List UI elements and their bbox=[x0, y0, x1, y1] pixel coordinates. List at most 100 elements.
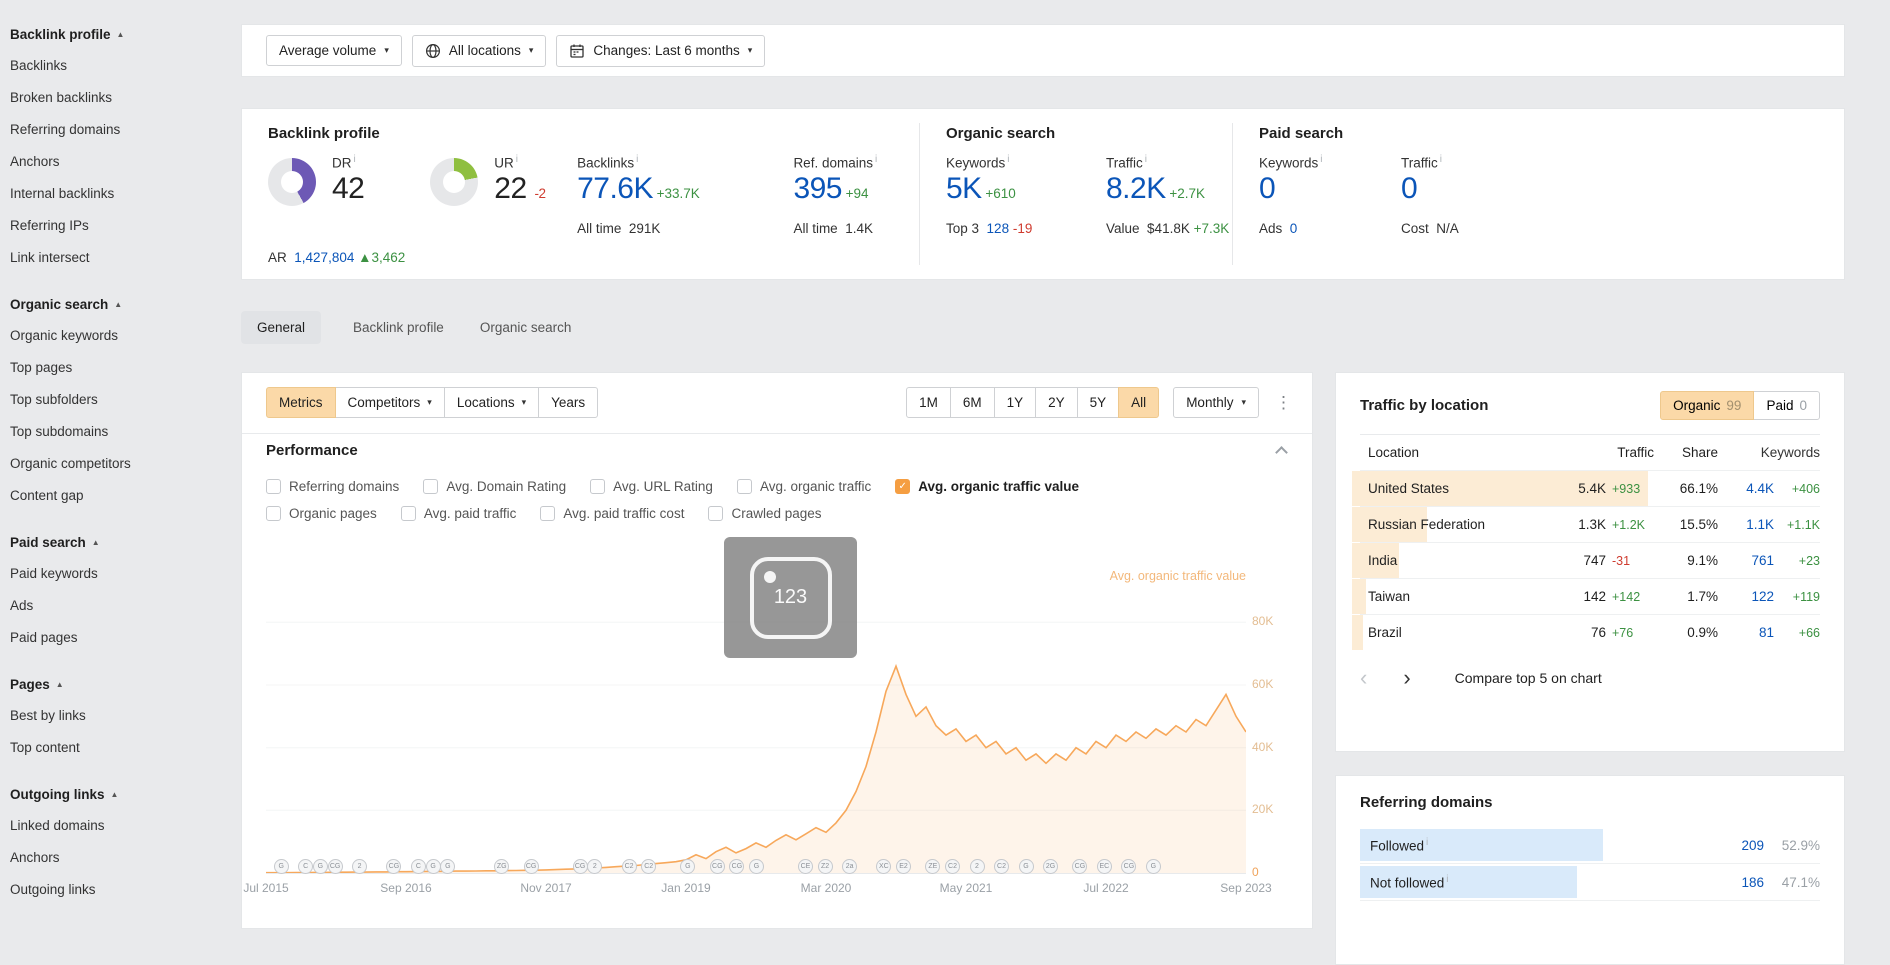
sidebar-section-pages[interactable]: Pages ▲ bbox=[10, 670, 218, 700]
referring-row-followed[interactable]: Followed i 209 52.9% bbox=[1360, 827, 1820, 864]
axis-update-badge[interactable]: CG bbox=[386, 859, 402, 874]
checkbox-unchecked-icon[interactable] bbox=[266, 479, 281, 494]
paid-keywords-value[interactable]: 0 bbox=[1259, 171, 1276, 205]
location-keywords[interactable]: 761 bbox=[1751, 553, 1774, 568]
top3-value[interactable]: 128 bbox=[986, 220, 1010, 236]
location-row-brazil[interactable]: Brazil 76 +76 0.9% 81 +66 bbox=[1352, 614, 1820, 650]
metrics-button[interactable]: Metrics bbox=[266, 387, 336, 418]
range-1y-button[interactable]: 1Y bbox=[993, 387, 1037, 418]
axis-update-badge[interactable]: C2 bbox=[945, 859, 960, 874]
changes-dropdown[interactable]: Changes: Last 6 months ▾ bbox=[556, 34, 766, 67]
sidebar-item-organic-competitors[interactable]: Organic competitors bbox=[10, 456, 131, 471]
paid-traffic-value[interactable]: 0 bbox=[1401, 171, 1418, 205]
axis-update-badge[interactable]: G bbox=[749, 859, 764, 874]
axis-update-badge[interactable]: CE bbox=[798, 859, 813, 874]
axis-update-badge[interactable]: CG bbox=[572, 859, 588, 874]
checkbox-unchecked-icon[interactable] bbox=[400, 506, 416, 521]
next-page-button[interactable]: › bbox=[1403, 665, 1411, 690]
axis-update-badge[interactable]: 2 bbox=[352, 859, 368, 874]
axis-update-badge[interactable]: C2 bbox=[621, 859, 637, 874]
axis-update-badge[interactable]: 2 bbox=[969, 859, 985, 874]
sidebar-item-top-subdomains[interactable]: Top subdomains bbox=[10, 424, 109, 439]
axis-update-badge[interactable]: 2G bbox=[1043, 859, 1058, 874]
axis-update-badge[interactable]: CG bbox=[327, 859, 343, 874]
axis-update-badge[interactable]: CG bbox=[729, 859, 745, 874]
sidebar-section-backlink-profile[interactable]: Backlink profile ▲ bbox=[10, 20, 218, 50]
location-row-india[interactable]: India 747 -31 9.1% 761 +23 bbox=[1352, 542, 1820, 578]
range-5y-button[interactable]: 5Y bbox=[1076, 387, 1120, 418]
tab-organic-search[interactable]: Organic search bbox=[479, 320, 572, 335]
metric-checkbox-avg-paid-traffic-cost[interactable]: Avg. paid traffic cost bbox=[540, 506, 684, 521]
axis-update-badge[interactable]: CG bbox=[709, 859, 725, 874]
organic-toggle-button[interactable]: Organic 99 bbox=[1660, 391, 1755, 420]
sidebar-section-outgoing-links[interactable]: Outgoing links ▲ bbox=[10, 780, 218, 810]
locations-dropdown[interactable]: All locations ▾ bbox=[411, 34, 547, 67]
sidebar-item-backlinks[interactable]: Backlinks bbox=[10, 58, 68, 73]
prev-page-button[interactable]: ‹ bbox=[1360, 665, 1368, 690]
backlinks-value[interactable]: 77.6K bbox=[577, 171, 653, 205]
organic-keywords-value[interactable]: 5K bbox=[946, 171, 982, 205]
checkbox-unchecked-icon[interactable] bbox=[423, 479, 439, 494]
ads-value[interactable]: 0 bbox=[1289, 220, 1298, 236]
sidebar-item-outgoing-links[interactable]: Outgoing links bbox=[10, 882, 96, 897]
metric-checkbox-crawled-pages[interactable]: Crawled pages bbox=[708, 506, 822, 521]
ref-domains-value[interactable]: 395 bbox=[793, 171, 842, 205]
location-keywords[interactable]: 1.1K bbox=[1746, 517, 1774, 532]
referring-row-not-followed[interactable]: Not followed i 186 47.1% bbox=[1360, 864, 1820, 901]
tab-backlink-profile[interactable]: Backlink profile bbox=[353, 320, 444, 335]
axis-update-badge[interactable]: ZG bbox=[494, 859, 510, 874]
axis-update-badge[interactable]: G bbox=[425, 859, 441, 874]
location-keywords[interactable]: 4.4K bbox=[1746, 481, 1774, 496]
sidebar-item-internal-backlinks[interactable]: Internal backlinks bbox=[10, 186, 115, 201]
sidebar-item-link-intersect[interactable]: Link intersect bbox=[10, 250, 90, 265]
sidebar-item-best-by-links[interactable]: Best by links bbox=[10, 708, 86, 723]
axis-update-badge[interactable]: G bbox=[440, 859, 456, 874]
sidebar-section-organic-search[interactable]: Organic search ▲ bbox=[10, 290, 218, 320]
axis-update-badge[interactable]: G bbox=[273, 859, 289, 874]
sidebar-item-linked-domains[interactable]: Linked domains bbox=[10, 818, 105, 833]
location-keywords[interactable]: 81 bbox=[1758, 625, 1774, 640]
axis-update-badge[interactable]: CG bbox=[523, 859, 539, 874]
sidebar-item-paid-pages[interactable]: Paid pages bbox=[10, 630, 78, 645]
axis-update-badge[interactable]: C bbox=[410, 859, 426, 874]
sidebar-section-paid-search[interactable]: Paid search ▲ bbox=[10, 528, 218, 558]
axis-update-badge[interactable]: G bbox=[680, 859, 696, 874]
checkbox-unchecked-icon[interactable] bbox=[540, 506, 556, 521]
axis-update-badge[interactable]: C bbox=[298, 859, 314, 874]
location-keywords[interactable]: 122 bbox=[1751, 589, 1774, 604]
sidebar-item-broken-backlinks[interactable]: Broken backlinks bbox=[10, 90, 113, 105]
location-row-russian-federation[interactable]: Russian Federation 1.3K +1.2K 15.5% 1.1K +1.1… bbox=[1352, 506, 1820, 542]
metric-checkbox-referring-domains[interactable]: Referring domains bbox=[266, 479, 399, 494]
metric-checkbox-avg-paid-traffic[interactable]: Avg. paid traffic bbox=[400, 506, 516, 521]
competitors-dropdown[interactable]: Competitors ▾ bbox=[334, 387, 445, 418]
sidebar-item-paid-keywords[interactable]: Paid keywords bbox=[10, 566, 98, 581]
location-row-united-states[interactable]: United States 5.4K +933 66.1% 4.4K +406 bbox=[1352, 470, 1820, 506]
tab-general[interactable]: General bbox=[241, 311, 322, 344]
axis-update-badge[interactable]: ZE bbox=[925, 859, 941, 874]
sidebar-item-referring-ips[interactable]: Referring IPs bbox=[10, 218, 89, 233]
sidebar-item-referring-domains[interactable]: Referring domains bbox=[10, 122, 121, 137]
organic-traffic-value[interactable]: 8.2K bbox=[1106, 171, 1166, 205]
more-options-button[interactable]: ⋮ bbox=[1275, 393, 1292, 412]
sidebar-item-anchors[interactable]: Anchors bbox=[10, 154, 60, 169]
ar-value[interactable]: 1,427,804 bbox=[294, 250, 355, 265]
metric-checkbox-avg-url-rating[interactable]: Avg. URL Rating bbox=[590, 479, 713, 494]
axis-update-badge[interactable]: 2 bbox=[587, 859, 603, 874]
metric-checkbox-avg-organic-traffic-value[interactable]: ✓ Avg. organic traffic value bbox=[895, 479, 1079, 494]
location-row-taiwan[interactable]: Taiwan 142 +142 1.7% 122 +119 bbox=[1352, 578, 1820, 614]
metric-checkbox-avg-domain-rating[interactable]: Avg. Domain Rating bbox=[423, 479, 566, 494]
sidebar-item-top-subfolders[interactable]: Top subfolders bbox=[10, 392, 98, 407]
sidebar-item-anchors[interactable]: Anchors bbox=[10, 850, 60, 865]
axis-update-badge[interactable]: 2a bbox=[842, 859, 858, 874]
axis-update-badge[interactable]: G bbox=[1145, 859, 1161, 874]
checkbox-unchecked-icon[interactable] bbox=[708, 506, 724, 521]
metric-checkbox-organic-pages[interactable]: Organic pages bbox=[266, 506, 377, 521]
range-2y-button[interactable]: 2Y bbox=[1035, 387, 1078, 418]
referring-row-value[interactable]: 209 bbox=[1741, 837, 1764, 853]
range-all-button[interactable]: All bbox=[1118, 387, 1160, 418]
checkbox-unchecked-icon[interactable] bbox=[736, 479, 752, 494]
paid-toggle-button[interactable]: Paid 0 bbox=[1753, 391, 1820, 420]
axis-update-badge[interactable]: E2 bbox=[896, 859, 911, 874]
checkbox-unchecked-icon[interactable] bbox=[266, 506, 281, 521]
range-1m-button[interactable]: 1M bbox=[906, 387, 951, 418]
